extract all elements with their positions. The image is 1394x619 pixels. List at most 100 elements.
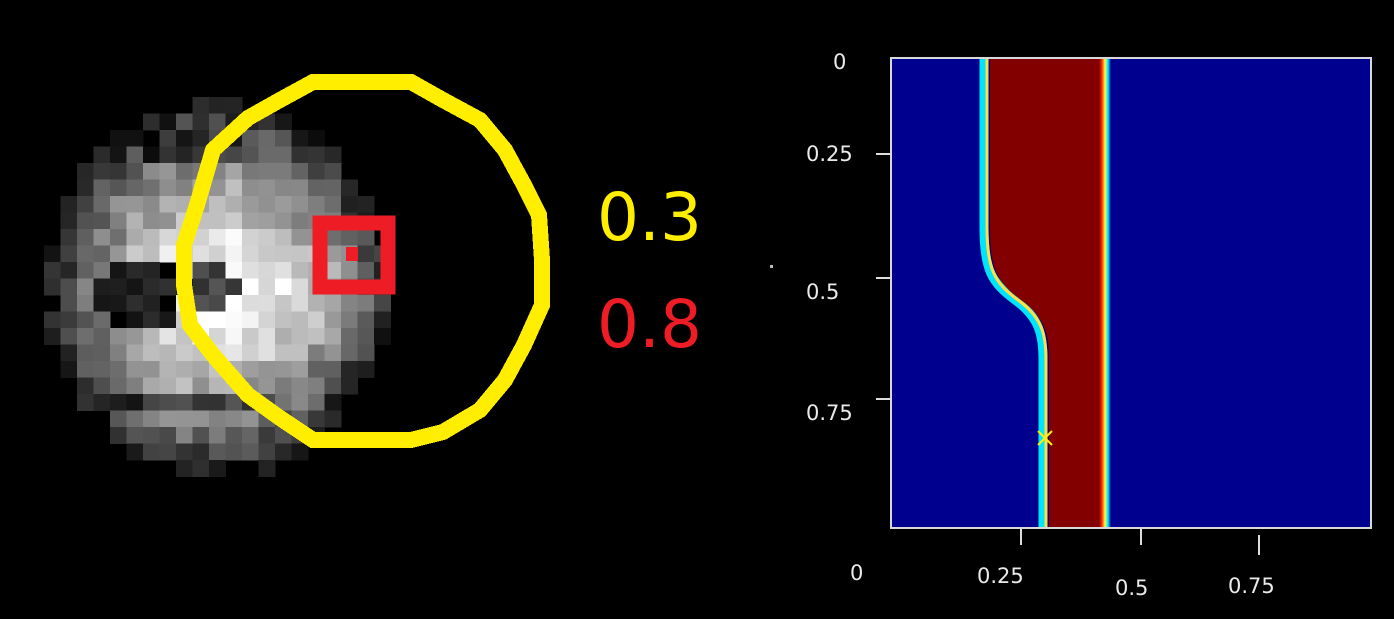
image-pixel xyxy=(110,179,127,197)
image-pixel xyxy=(77,295,94,312)
y-tick-label-075: 0.75 xyxy=(806,401,853,425)
image-pixel xyxy=(159,311,177,329)
image-pixel xyxy=(225,394,243,411)
red-square-outline xyxy=(312,215,396,295)
image-pixel xyxy=(143,146,160,164)
image-pixel xyxy=(126,410,144,428)
image-pixel xyxy=(275,196,292,213)
image-pixel xyxy=(209,97,226,114)
image-pixel xyxy=(275,262,292,279)
image-pixel xyxy=(374,295,391,312)
image-pixel xyxy=(176,427,193,444)
red-band xyxy=(990,58,1101,528)
image-pixel xyxy=(126,344,144,362)
image-pixel xyxy=(93,344,111,362)
image-pixel xyxy=(77,344,94,362)
image-pixel xyxy=(225,443,243,461)
image-pixel xyxy=(126,377,144,395)
image-pixel xyxy=(192,245,210,263)
image-pixel xyxy=(275,377,292,395)
image-pixel xyxy=(44,262,61,279)
image-pixel xyxy=(143,427,160,444)
yellow-value: 0.3 xyxy=(597,179,702,256)
image-pixel xyxy=(308,163,325,180)
image-pixel xyxy=(225,328,243,345)
image-pixel xyxy=(159,394,177,411)
image-pixel xyxy=(242,410,259,428)
image-pixel xyxy=(324,410,342,428)
image-pixel xyxy=(110,163,127,180)
image-pixel xyxy=(258,179,276,197)
image-pixel xyxy=(209,328,226,345)
image-pixel xyxy=(159,278,177,296)
image-pixel xyxy=(159,113,177,131)
image-pixel xyxy=(242,262,259,279)
image-pixel xyxy=(242,344,259,362)
image-pixel xyxy=(60,278,78,296)
image-pixel xyxy=(357,245,375,263)
image-pixel xyxy=(143,278,160,296)
image-pixel xyxy=(60,295,78,312)
image-pixel xyxy=(308,196,325,213)
image-pixel xyxy=(60,344,78,362)
image-pixel xyxy=(192,295,210,312)
image-pixel xyxy=(176,163,193,180)
image-pixel xyxy=(192,361,210,378)
image-pixel xyxy=(192,262,210,279)
image-pixel xyxy=(143,229,160,246)
image-pixel xyxy=(291,245,309,263)
image-pixel xyxy=(159,245,177,263)
y-tick-label-025: 0.25 xyxy=(806,142,853,166)
image-pixel xyxy=(275,344,292,362)
image-pixel xyxy=(291,377,309,395)
image-pixel xyxy=(225,229,243,246)
image-pixel xyxy=(275,328,292,345)
image-pixel xyxy=(110,262,127,279)
image-pixel xyxy=(143,113,160,131)
image-pixel xyxy=(275,229,292,246)
image-pixel xyxy=(209,311,226,329)
image-pixel xyxy=(110,377,127,395)
image-pixel xyxy=(291,278,309,296)
image-pixel xyxy=(110,328,127,345)
image-pixel xyxy=(225,344,243,362)
image-pixel xyxy=(258,361,276,378)
image-pixel xyxy=(60,328,78,345)
image-pixel xyxy=(258,229,276,246)
image-pixel xyxy=(209,245,226,263)
image-pixel xyxy=(143,212,160,230)
image-pixel xyxy=(143,394,160,411)
image-pixel xyxy=(60,262,78,279)
image-pixel xyxy=(93,179,111,197)
image-pixel xyxy=(126,196,144,213)
image-pixel xyxy=(77,328,94,345)
image-pixel xyxy=(209,278,226,296)
image-pixel xyxy=(176,130,193,147)
image-pixel xyxy=(192,443,210,461)
image-pixel xyxy=(258,262,276,279)
image-pixel xyxy=(291,229,309,246)
image-pixel xyxy=(341,295,358,312)
image-pixel xyxy=(225,427,243,444)
image-pixel xyxy=(258,163,276,180)
image-pixel xyxy=(126,328,144,345)
plot-background xyxy=(891,58,1371,528)
image-pixel xyxy=(357,311,375,329)
image-pixel xyxy=(324,328,342,345)
image-pixel xyxy=(77,377,94,395)
image-pixel xyxy=(159,427,177,444)
image-pixel xyxy=(60,361,78,378)
image-pixel xyxy=(225,311,243,329)
image-pixel xyxy=(93,311,111,329)
image-pixel xyxy=(159,344,177,362)
image-pixel xyxy=(291,443,309,461)
image-pixel xyxy=(176,460,193,477)
image-pixel xyxy=(291,344,309,362)
image-pixel xyxy=(258,130,276,147)
image-pixel xyxy=(126,229,144,246)
image-pixel xyxy=(275,394,292,411)
image-pixel xyxy=(176,361,193,378)
image-pixel xyxy=(143,295,160,312)
